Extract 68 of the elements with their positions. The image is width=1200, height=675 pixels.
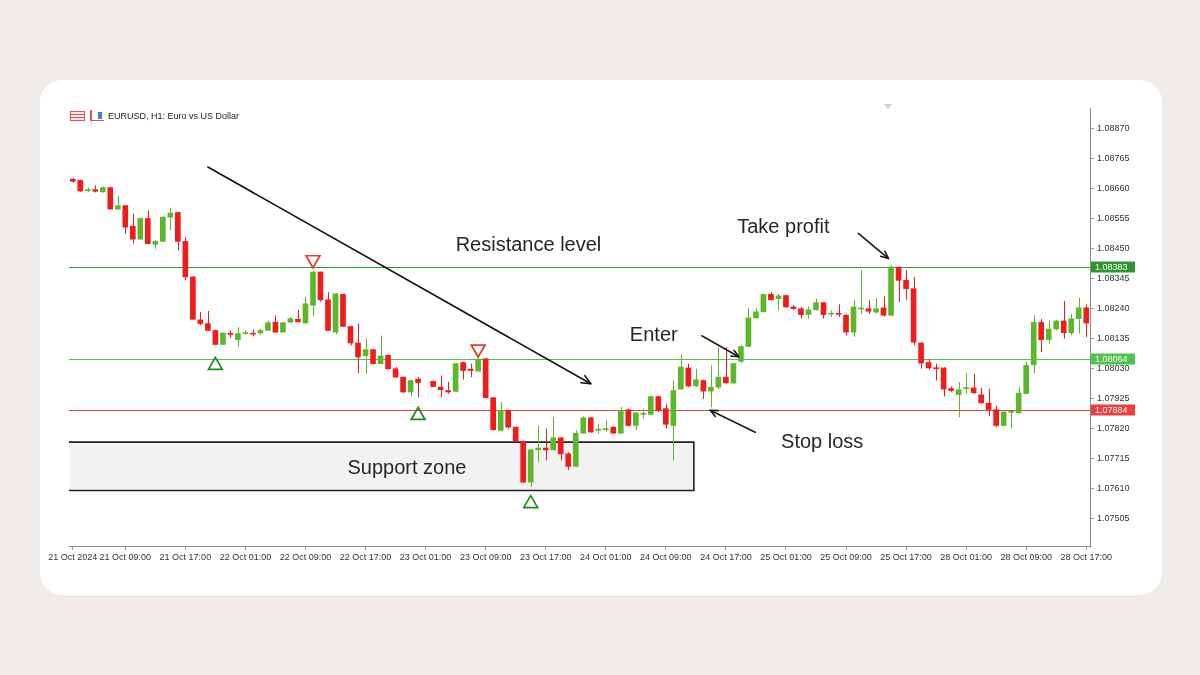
candlestick [129, 213, 136, 245]
candlestick [1060, 300, 1067, 340]
annotation: Enter [629, 323, 679, 346]
x-tick-label: 23 Oct 17:00 [519, 551, 572, 562]
candlestick [993, 404, 999, 428]
candlestick [122, 204, 129, 235]
annotation: Take profit [737, 214, 830, 237]
x-tick-label: 28 Oct 01:00 [940, 551, 992, 562]
candlestick [617, 406, 624, 435]
y-tick-label: 1.08555 [1097, 212, 1130, 223]
y-tick-label: 1.08870 [1097, 122, 1130, 133]
y-tick-label: 1.08240 [1097, 302, 1130, 313]
candlestick [918, 341, 924, 370]
candlestick [497, 401, 504, 432]
candlestick [955, 381, 962, 418]
y-tick-label: 1.07505 [1097, 513, 1130, 524]
y-tick-label: 1.08450 [1097, 242, 1130, 253]
band-label: Support zone [347, 455, 467, 478]
x-tick-label: 22 Oct 17:00 [339, 551, 392, 562]
y-tick-label: 1.07820 [1097, 423, 1130, 434]
candlestick [708, 364, 714, 408]
y-tick-label: 1.08345 [1097, 272, 1130, 283]
x-tick-label: 24 Oct 17:00 [700, 551, 752, 562]
x-tick-label: 24 Oct 09:00 [640, 551, 692, 562]
x-tick-label: 23 Oct 09:00 [459, 551, 512, 562]
candlestick [1075, 297, 1082, 335]
x-tick-label: 25 Oct 09:00 [820, 551, 872, 562]
x-tick-label: 21 Oct 2024 [48, 551, 98, 562]
point [410, 406, 426, 421]
x-tick-label: 21 Oct 09:00 [99, 551, 152, 562]
y-tick-label: 1.08660 [1097, 182, 1130, 193]
y-tick-label: 1.07715 [1097, 453, 1130, 464]
y-tick-label: 1.07925 [1097, 393, 1130, 404]
candlestick [895, 265, 902, 303]
candlestick [107, 186, 114, 211]
candlestick [678, 353, 684, 391]
y-tick-label: 1.08765 [1097, 152, 1130, 163]
x-tick-label: 28 Oct 17:00 [1060, 551, 1113, 562]
candlestick [963, 372, 969, 395]
candlestick [1038, 318, 1045, 353]
y-tick-label: 1.08135 [1097, 332, 1130, 343]
candlestick [985, 388, 992, 417]
candlestick [550, 416, 557, 451]
x-tick-label: 25 Oct 01:00 [760, 551, 812, 562]
candlestick [663, 403, 669, 430]
annotation: Stop loss [781, 429, 864, 452]
point [522, 494, 539, 509]
candlestick [723, 346, 729, 385]
x-tick-label: 22 Oct 09:00 [279, 551, 332, 562]
ref-line-label: 1.08383 [1095, 261, 1128, 272]
candlestick [1068, 313, 1075, 336]
x-tick-label: 24 Oct 01:00 [580, 551, 632, 562]
x-tick-label: 28 Oct 09:00 [1000, 551, 1052, 562]
ref-line-label: 1.08064 [1095, 353, 1128, 364]
candlestick [542, 428, 549, 461]
x-tick-label: 22 Oct 01:00 [219, 551, 272, 562]
candlestick [843, 313, 849, 336]
chart-title: EURUSD, H1: Euro vs US Dollar [108, 111, 240, 122]
x-tick-label: 21 Oct 17:00 [159, 551, 212, 562]
x-tick-label: 23 Oct 01:00 [399, 551, 452, 562]
candlestick [693, 368, 699, 388]
x-tick-label: 25 Oct 17:00 [880, 551, 932, 562]
candlestick [1008, 409, 1014, 430]
y-tick-label: 1.07610 [1097, 483, 1130, 494]
y-tick-label: 1.08030 [1097, 362, 1130, 373]
ref-line-label: 1.07884 [1095, 404, 1128, 415]
candlestick [903, 269, 909, 301]
candlestick [1045, 319, 1052, 345]
